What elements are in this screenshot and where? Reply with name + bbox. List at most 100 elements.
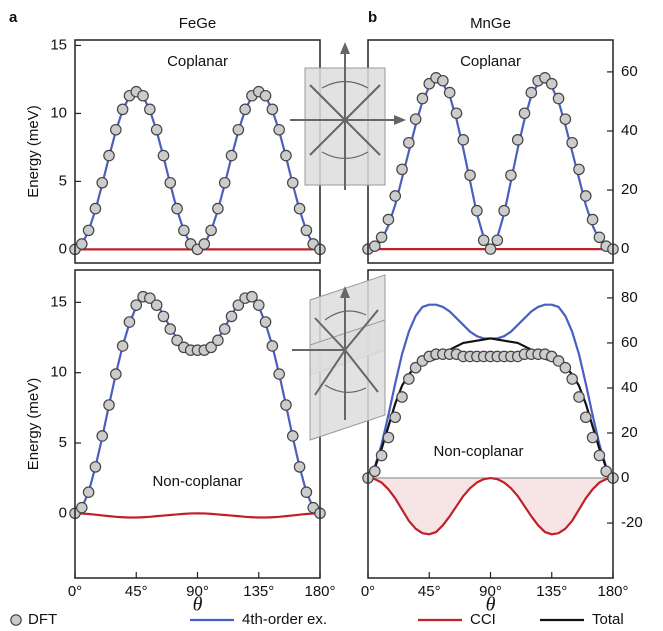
x-tick-label: 0° [68,583,82,600]
y-tick-label: 10 [50,364,67,381]
x-tick-label: 180° [304,583,335,600]
dft-point [76,501,88,514]
dft-point [232,123,245,136]
y-tick-label: 5 [59,172,67,189]
dft-point [416,92,429,105]
dft-point [178,224,190,237]
dft-point [157,149,170,162]
x-tick-label: 180° [597,583,628,600]
dft-point [76,238,88,250]
dft-point [164,176,177,189]
dft-point [89,461,102,473]
dft-point [593,449,606,462]
dft-point [273,123,285,136]
dft-point [593,231,606,244]
coplanar-diagram [290,42,406,190]
y-tick-label: 10 [50,104,67,121]
legend-label: 4th-order ex. [242,611,327,628]
annotation: Coplanar [460,53,521,70]
dft-point [218,323,231,335]
y-tick-label: 15 [50,293,67,310]
dft-point [246,290,258,303]
dft-point [123,316,136,328]
dft-point [232,299,245,311]
dft-point [511,134,524,146]
dft-point [396,163,408,176]
dft-point [491,234,504,247]
y-tick-label: 40 [621,379,638,396]
annotation: Non-coplanar [152,473,242,490]
dft-point [280,149,292,162]
dft-point [450,107,463,120]
y-tick-label: 0 [59,240,67,257]
dft-point [464,169,476,182]
dft-point [218,176,231,189]
dft-point [396,391,408,403]
dft-point [505,169,517,182]
dft-point [518,107,531,120]
y-tick-label: 5 [59,434,67,451]
dft-point [225,310,238,323]
dft-point [164,323,177,335]
dft-point [382,213,395,226]
dft-point [82,486,95,499]
dft-point [198,238,211,250]
dft-point [280,399,292,411]
x-tick-label: 90° [186,583,209,600]
panel-title: FeGe [179,15,217,32]
dft-point [259,316,272,328]
legend-label: Total [592,611,624,628]
panel: a FeGe Coplanar Energy (meV) 0 5 10 15 [9,9,326,264]
dft-point [579,190,592,202]
dft-point [300,224,313,237]
dft-point [579,411,592,424]
dft-point [252,299,265,311]
dft-point [205,341,217,354]
dft-point [293,202,306,215]
dft-point [403,373,415,385]
x-axis-label: θ [486,594,496,616]
dft-point [566,373,578,385]
dft-point [457,134,470,146]
legend-label: CCI [470,611,496,628]
dft-point [96,430,109,442]
dft-point [286,176,299,189]
dft-point [89,202,102,215]
dft-point [103,149,115,162]
dft-point [375,449,388,462]
dft-point [130,299,143,311]
series-line [367,476,614,536]
dft-point [273,368,285,380]
dft-point [600,465,612,478]
y-tick-label: 40 [621,122,638,139]
dft-point [150,299,163,311]
dft-point [144,292,156,304]
dft-point [369,465,381,478]
y-tick-label: 0 [621,240,629,257]
y-axis-label: Energy (meV) [25,378,42,471]
dft-point [171,334,183,347]
legend-label: DFT [28,611,57,628]
dft-point [559,113,572,125]
dft-point [225,149,238,162]
dft-point [409,113,422,125]
dft-point [110,123,122,136]
dft-point [116,103,129,116]
panel: Non-coplanar Energy (meV) θ 0 5 10 15 0° 45° 90° 1… [25,269,336,616]
y-tick-label: 60 [621,63,638,80]
dft-point [266,340,279,352]
x-tick-label: 90° [479,583,502,600]
plot-frame [74,269,321,579]
dft-point [137,89,149,102]
dft-point [286,430,299,442]
panel: Non-coplanar θ -20 0 20 40 60 80 0° 45° 90° 135° 180… [361,269,643,616]
x-tick-label: 135° [243,583,274,600]
series-line [74,90,321,251]
dft-point [293,461,306,473]
x-tick-label: 0° [361,583,375,600]
annotation: Coplanar [167,53,228,70]
dft-point [573,163,585,176]
dft-point [212,334,224,347]
dft-point [389,190,402,202]
